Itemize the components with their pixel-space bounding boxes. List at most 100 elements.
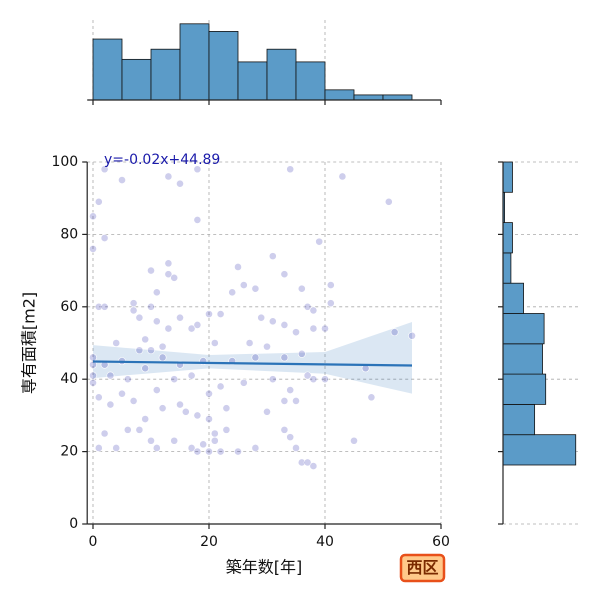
point [141,415,150,423]
point [205,389,213,398]
point [100,302,109,311]
y-tick-label: 80 [60,226,78,242]
point [176,313,184,322]
point [170,436,179,445]
histogram-bar [502,434,577,466]
point [210,429,219,438]
point [297,284,306,293]
point [170,273,179,282]
point [268,252,277,261]
point [106,400,115,409]
point [216,382,225,391]
point [280,270,289,279]
point [193,411,202,420]
point [309,306,318,315]
histogram-bar [502,343,543,375]
point [187,324,196,333]
y-axis-label: 専有面積[m2] [20,292,39,394]
point [321,375,329,384]
point [100,429,109,438]
y-tick-label: 0 [69,516,78,532]
histogram-bar [353,94,384,101]
point [280,425,289,434]
point [321,324,329,333]
point [181,407,190,416]
point [123,375,132,384]
point [118,389,126,398]
point [280,397,289,405]
histogram-bar [266,48,297,101]
point [89,353,97,362]
histogram-bar [208,31,239,101]
point [94,197,103,206]
point [263,342,271,351]
point [164,324,173,333]
point [100,165,109,174]
y-tick-label: 60 [60,299,78,315]
histogram-bar [502,222,513,254]
point [135,313,144,322]
point [210,436,219,445]
point [234,263,242,271]
point [164,270,173,279]
point [251,353,260,362]
point [193,165,202,174]
point [263,407,271,416]
point [326,281,335,289]
histogram-bar [382,94,413,101]
point [245,339,254,347]
point [326,299,335,308]
point [210,339,219,347]
point [89,244,97,253]
point [257,313,266,322]
point [315,237,324,246]
y-tick-label: 40 [60,371,78,387]
point [164,172,173,181]
point [390,328,399,337]
point [94,444,103,452]
point [158,404,167,413]
x-tick-label: 40 [316,534,334,550]
point [193,447,202,456]
x-tick-label: 0 [89,534,98,550]
point [309,462,318,470]
point [234,447,242,456]
histogram-bar [502,373,547,405]
point [100,234,109,242]
point [303,371,312,380]
point [303,302,312,311]
point [338,172,347,181]
point [129,306,138,315]
point [251,444,260,452]
regression-line [92,360,413,367]
point [205,415,213,423]
point [286,165,295,174]
point [158,353,167,362]
point [286,433,295,442]
point [118,176,126,184]
point [268,317,277,326]
point [280,353,289,362]
y-tick-label: 20 [60,444,78,460]
point [141,364,150,373]
point [112,444,121,452]
point [89,212,97,221]
point [193,320,202,329]
histogram-bar [150,48,181,101]
point [152,317,161,326]
point [292,444,300,452]
point [187,444,196,452]
confidence-band [93,322,412,394]
point [222,404,231,413]
histogram-bar [295,61,326,101]
point [216,447,225,456]
point [147,436,155,445]
point [280,320,289,329]
badge [399,553,446,583]
point [89,360,97,369]
point [222,425,231,434]
point [152,444,161,452]
point [297,349,306,358]
